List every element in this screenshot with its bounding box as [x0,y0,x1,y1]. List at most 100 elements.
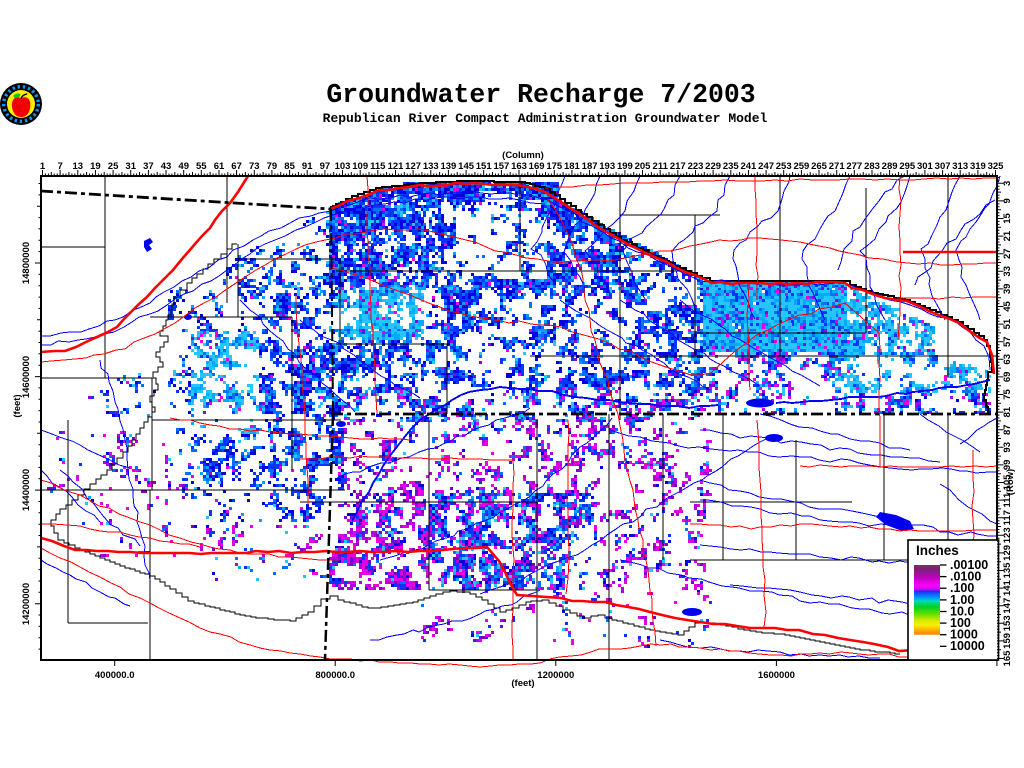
svg-text:121: 121 [388,161,405,172]
svg-text:117: 117 [1002,510,1013,525]
svg-text:265: 265 [811,161,828,172]
svg-text:301: 301 [917,161,934,172]
svg-text:14800000: 14800000 [21,242,32,284]
svg-text:111: 111 [1002,492,1013,508]
svg-text:87: 87 [1002,424,1013,435]
svg-text:109: 109 [352,161,368,172]
svg-text:400000.0: 400000.0 [95,670,135,681]
svg-text:19: 19 [90,161,101,172]
svg-text:Republican River Compact Admin: Republican River Compact Administration … [323,111,768,126]
svg-text:135: 135 [1002,562,1013,579]
svg-text:129: 129 [1002,545,1013,561]
svg-text:45: 45 [1002,301,1013,312]
svg-text:105: 105 [1002,474,1013,491]
svg-text:14400000: 14400000 [21,469,32,511]
svg-text:99: 99 [1002,460,1013,471]
svg-text:(Row): (Row) [1005,469,1016,495]
svg-text:31: 31 [125,161,136,172]
svg-text:.0100: .0100 [950,570,981,584]
svg-text:61: 61 [214,161,225,172]
svg-text:147: 147 [1002,598,1013,614]
svg-text:57: 57 [1002,336,1013,347]
svg-text:1000: 1000 [950,628,978,642]
svg-text:51: 51 [1002,318,1013,329]
svg-text:235: 235 [723,161,740,172]
svg-text:307: 307 [935,161,951,172]
svg-text:49: 49 [178,161,189,172]
svg-text:Groundwater Recharge 7/2003: Groundwater Recharge 7/2003 [326,80,755,110]
svg-text:223: 223 [688,161,704,172]
svg-text:33: 33 [1002,266,1013,277]
svg-text:271: 271 [829,161,846,172]
svg-text:193: 193 [599,161,615,172]
svg-text:39: 39 [1002,284,1013,295]
svg-text:141: 141 [1002,579,1013,596]
svg-text:100: 100 [950,616,971,630]
svg-text:10000: 10000 [950,639,985,653]
svg-text:79: 79 [267,161,278,172]
svg-text:3: 3 [1002,181,1013,186]
svg-text:13: 13 [73,161,84,172]
svg-text:187: 187 [582,161,598,172]
svg-text:(feet): (feet) [12,394,23,417]
svg-text:15: 15 [1002,213,1013,224]
svg-text:800000.0: 800000.0 [315,670,355,681]
svg-text:319: 319 [970,161,986,172]
svg-text:139: 139 [440,161,456,172]
svg-text:73: 73 [249,161,260,172]
svg-text:14600000: 14600000 [21,356,32,398]
svg-text:.00100: .00100 [950,558,988,572]
svg-text:115: 115 [370,161,386,172]
svg-text:7: 7 [57,161,62,172]
svg-text:(feet): (feet) [511,678,534,689]
svg-text:1200000: 1200000 [537,670,574,681]
svg-text:175: 175 [546,161,563,172]
svg-text:9: 9 [1002,198,1013,203]
svg-text:259: 259 [793,161,809,172]
svg-text:97: 97 [320,161,331,172]
svg-text:253: 253 [776,161,792,172]
svg-text:67: 67 [231,161,242,172]
svg-text:241: 241 [740,161,757,172]
svg-text:123: 123 [1002,527,1013,543]
svg-text:27: 27 [1002,248,1013,259]
svg-text:1: 1 [40,161,46,172]
svg-text:159: 159 [1002,633,1013,649]
svg-text:127: 127 [405,161,421,172]
svg-text:85: 85 [284,161,295,172]
svg-text:(Column): (Column) [502,150,544,161]
svg-text:1600000: 1600000 [758,670,795,681]
svg-text:69: 69 [1002,372,1013,383]
svg-text:181: 181 [564,161,581,172]
svg-text:157: 157 [493,161,509,172]
svg-text:133: 133 [423,161,439,172]
svg-text:.100: .100 [950,581,974,595]
svg-text:211: 211 [653,161,669,172]
svg-text:151: 151 [476,161,493,172]
svg-text:75: 75 [1002,389,1013,400]
svg-text:217: 217 [670,161,686,172]
svg-text:81: 81 [1002,406,1013,417]
svg-text:247: 247 [758,161,774,172]
svg-text:229: 229 [705,161,721,172]
svg-text:43: 43 [161,161,172,172]
svg-text:1.00: 1.00 [950,593,974,607]
svg-text:163: 163 [511,161,527,172]
svg-text:55: 55 [196,161,207,172]
svg-text:277: 277 [846,161,862,172]
svg-text:283: 283 [864,161,880,172]
svg-text:165: 165 [1002,650,1013,667]
svg-text:93: 93 [1002,442,1013,453]
svg-text:289: 289 [882,161,898,172]
svg-text:103: 103 [335,161,351,172]
svg-text:25: 25 [108,161,119,172]
svg-text:37: 37 [143,161,154,172]
svg-text:295: 295 [899,161,916,172]
svg-text:145: 145 [458,161,475,172]
svg-text:10.0: 10.0 [950,604,974,618]
svg-text:169: 169 [529,161,545,172]
svg-text:199: 199 [617,161,633,172]
svg-text:205: 205 [635,161,652,172]
svg-text:14200000: 14200000 [21,583,32,625]
svg-text:Inches: Inches [916,543,959,558]
